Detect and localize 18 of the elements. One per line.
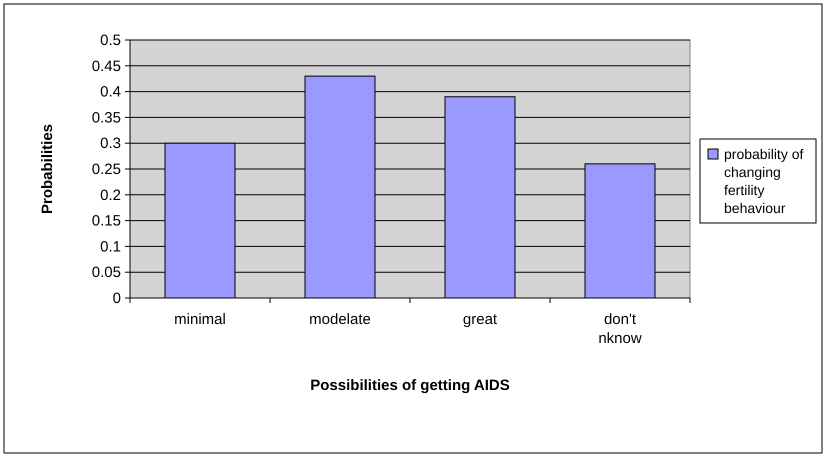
y-tick-label: 0 [112,290,121,307]
x-tick-label: minimal [174,311,226,328]
y-axis-title: Probabilities [39,124,56,214]
x-tick-label: modelate [309,311,371,328]
y-tick-label: 0.25 [92,161,121,178]
y-tick-label: 0.15 [92,212,121,230]
legend-label: probability of changing fertility behaviour [724,146,804,216]
x-axis-title: Possibilities of getting AIDS [310,377,510,394]
y-tick-label: 0.4 [100,84,121,101]
y-tick-label: 0.45 [92,58,121,75]
x-tick-label: don't nknow [598,311,642,347]
y-tick-label: 0.2 [100,186,121,204]
x-tick-label: great [462,311,498,328]
y-tick-label: 0.1 [100,238,121,256]
y-tick-label: 0.05 [92,264,121,282]
y-tick-label: 0.35 [92,109,121,126]
y-tick-label: 0.3 [100,135,121,152]
y-tick-label: 0.5 [100,32,121,49]
